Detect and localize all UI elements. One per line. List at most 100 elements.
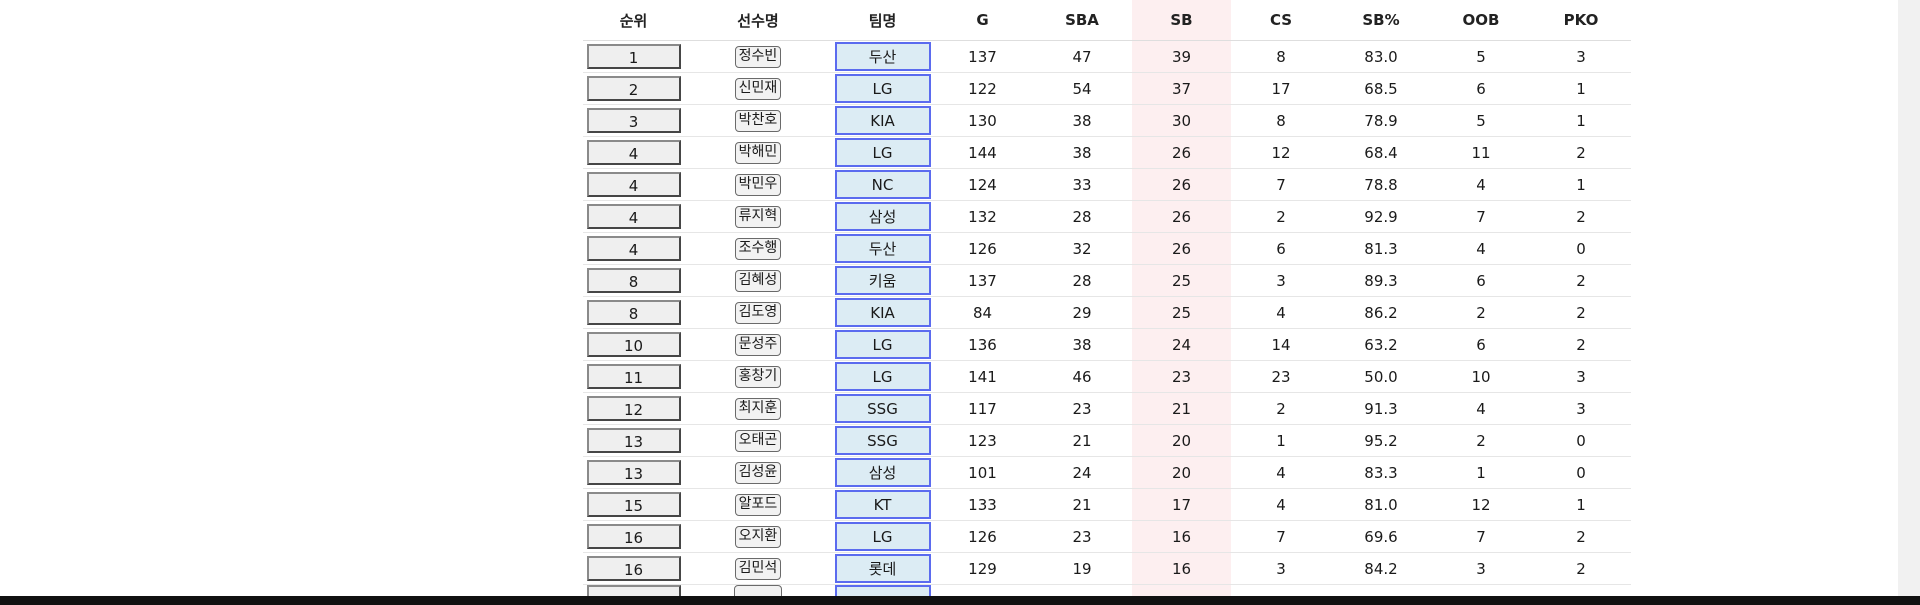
team-name[interactable]: LG [834,522,931,551]
sba-cell: 29 [1032,296,1132,329]
cs-cell: 17 [1231,72,1331,105]
rank-value[interactable]: 16 [586,524,681,549]
rank-value[interactable]: 2 [586,76,681,101]
player-name-link[interactable]: 문성주 [734,333,782,356]
rank-value[interactable]: 1 [586,44,681,69]
rank-value[interactable]: 13 [586,428,681,453]
header-sb[interactable]: SB [1132,0,1231,41]
team-name[interactable] [834,585,931,596]
rank-value[interactable]: 8 [586,300,681,325]
player-name-link[interactable]: 류지혁 [734,205,782,228]
player-name-link[interactable]: 오지환 [734,525,782,548]
team-name[interactable]: NC [834,170,931,199]
table-row: 13 오태곤 SSG 123 21 20 1 95.2 2 0 [583,424,1631,457]
player-name-link[interactable]: 정수빈 [734,45,782,68]
player-name-cell [684,584,832,596]
player-name-link[interactable]: 박민우 [734,173,782,196]
player-name-link[interactable]: 김혜성 [734,269,782,292]
header-sba[interactable]: SBA [1032,0,1132,41]
rank-value[interactable]: 11 [586,364,681,389]
games-cell: 137 [933,40,1032,73]
header-pko[interactable]: PKO [1531,0,1631,41]
sb-percent-cell: 68.4 [1331,136,1431,169]
header-player-name[interactable]: 선수명 [684,0,832,41]
team-name[interactable]: LG [834,74,931,103]
sb-percent-cell: 78.8 [1331,168,1431,201]
team-name[interactable]: 두산 [834,234,931,263]
sba-cell: 23 [1032,392,1132,425]
team-cell: 두산 [832,232,933,265]
player-name-cell: 홍창기 [684,360,832,393]
rank-value[interactable]: 8 [586,268,681,293]
rank-value[interactable]: 4 [586,204,681,229]
sb-cell: 20 [1132,456,1231,489]
rank-value[interactable]: 4 [586,140,681,165]
team-name[interactable]: 두산 [834,42,931,71]
team-name[interactable]: KIA [834,298,931,327]
sba-cell: 28 [1032,264,1132,297]
table-header: 순위 선수명 팀명 G SBA SB CS SB% OOB PKO [583,0,1631,41]
rank-value[interactable] [586,585,681,596]
player-name-cell: 조수행 [684,232,832,265]
player-name-cell: 오태곤 [684,424,832,457]
table-row: 13 김성윤 삼성 101 24 20 4 83.3 1 0 [583,456,1631,489]
team-name[interactable]: LG [834,330,931,359]
team-name[interactable]: 키움 [834,266,931,295]
team-name[interactable]: 삼성 [834,202,931,231]
team-name[interactable]: LG [834,138,931,167]
pko-cell: 1 [1531,168,1631,201]
rank-cell: 16 [583,552,684,585]
oob-cell: 7 [1431,200,1531,233]
team-name[interactable]: KT [834,490,931,519]
pko-cell: 2 [1531,136,1631,169]
header-sb-percent[interactable]: SB% [1331,0,1431,41]
rank-value[interactable]: 3 [586,108,681,133]
player-name-link[interactable]: 오태곤 [734,429,782,452]
sb-percent-cell: 78.9 [1331,104,1431,137]
team-name[interactable]: 롯데 [834,554,931,583]
oob-cell: 4 [1431,168,1531,201]
rank-value[interactable]: 4 [586,172,681,197]
rank-value[interactable]: 4 [586,236,681,261]
cs-cell: 12 [1231,136,1331,169]
player-name-link[interactable]: 김민석 [734,557,782,580]
player-name-link[interactable]: 김성윤 [734,461,782,484]
header-cs[interactable]: CS [1231,0,1331,41]
rank-value[interactable]: 10 [586,332,681,357]
table-row: 1 정수빈 두산 137 47 39 8 83.0 5 3 [583,40,1631,73]
rank-cell: 4 [583,232,684,265]
header-games[interactable]: G [933,0,1032,41]
games-cell: 133 [933,488,1032,521]
player-name-cell: 박해민 [684,136,832,169]
rank-cell: 2 [583,72,684,105]
team-name[interactable]: 삼성 [834,458,931,487]
team-name[interactable]: KIA [834,106,931,135]
team-name[interactable]: SSG [834,426,931,455]
player-name-link[interactable]: 알포드 [734,493,782,516]
player-name-link[interactable]: 홍창기 [734,365,782,388]
player-name-link[interactable]: 박찬호 [734,109,782,132]
player-name-link[interactable]: 신민재 [734,77,782,100]
sb-percent-cell: 50.0 [1331,360,1431,393]
player-name-link[interactable]: 최지훈 [734,397,782,420]
rank-value[interactable]: 15 [586,492,681,517]
header-team-name[interactable]: 팀명 [832,0,933,41]
rank-value[interactable]: 13 [586,460,681,485]
player-name-link[interactable]: 박해민 [734,141,782,164]
team-name[interactable]: LG [834,362,931,391]
pko-cell: 2 [1531,264,1631,297]
player-name-link[interactable]: 조수행 [734,237,782,260]
player-name-link[interactable]: 김도영 [734,301,782,324]
table-row: 4 조수행 두산 126 32 26 6 81.3 4 0 [583,232,1631,265]
header-rank[interactable]: 순위 [583,0,684,41]
team-name[interactable]: SSG [834,394,931,423]
games-cell: 141 [933,360,1032,393]
games-cell: 144 [933,136,1032,169]
team-cell: KIA [832,296,933,329]
oob-cell: 2 [1431,424,1531,457]
header-oob[interactable]: OOB [1431,0,1531,41]
vertical-scrollbar[interactable] [1898,0,1920,596]
rank-value[interactable]: 16 [586,556,681,581]
rank-value[interactable]: 12 [586,396,681,421]
player-name-link[interactable] [734,585,782,596]
